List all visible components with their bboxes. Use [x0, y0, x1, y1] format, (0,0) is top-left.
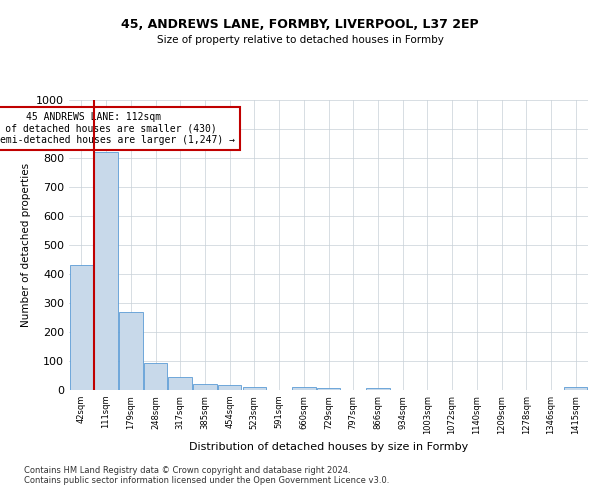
X-axis label: Distribution of detached houses by size in Formby: Distribution of detached houses by size …	[189, 442, 468, 452]
Bar	[292, 386, 316, 390]
Bar	[119, 312, 143, 390]
Bar	[564, 387, 587, 390]
Text: Contains HM Land Registry data © Crown copyright and database right 2024.
Contai: Contains HM Land Registry data © Crown c…	[24, 466, 389, 485]
Text: 45 ANDREWS LANE: 112sqm
← 25% of detached houses are smaller (430)
74% of semi-d: 45 ANDREWS LANE: 112sqm ← 25% of detache…	[0, 112, 235, 145]
Bar	[144, 364, 167, 390]
Bar	[242, 386, 266, 390]
Bar	[366, 388, 389, 390]
Bar	[193, 384, 217, 390]
Text: Size of property relative to detached houses in Formby: Size of property relative to detached ho…	[157, 35, 443, 45]
Y-axis label: Number of detached properties: Number of detached properties	[20, 163, 31, 327]
Text: 45, ANDREWS LANE, FORMBY, LIVERPOOL, L37 2EP: 45, ANDREWS LANE, FORMBY, LIVERPOOL, L37…	[121, 18, 479, 30]
Bar	[218, 385, 241, 390]
Bar	[169, 377, 192, 390]
Bar	[70, 266, 93, 390]
Bar	[94, 152, 118, 390]
Bar	[317, 388, 340, 390]
